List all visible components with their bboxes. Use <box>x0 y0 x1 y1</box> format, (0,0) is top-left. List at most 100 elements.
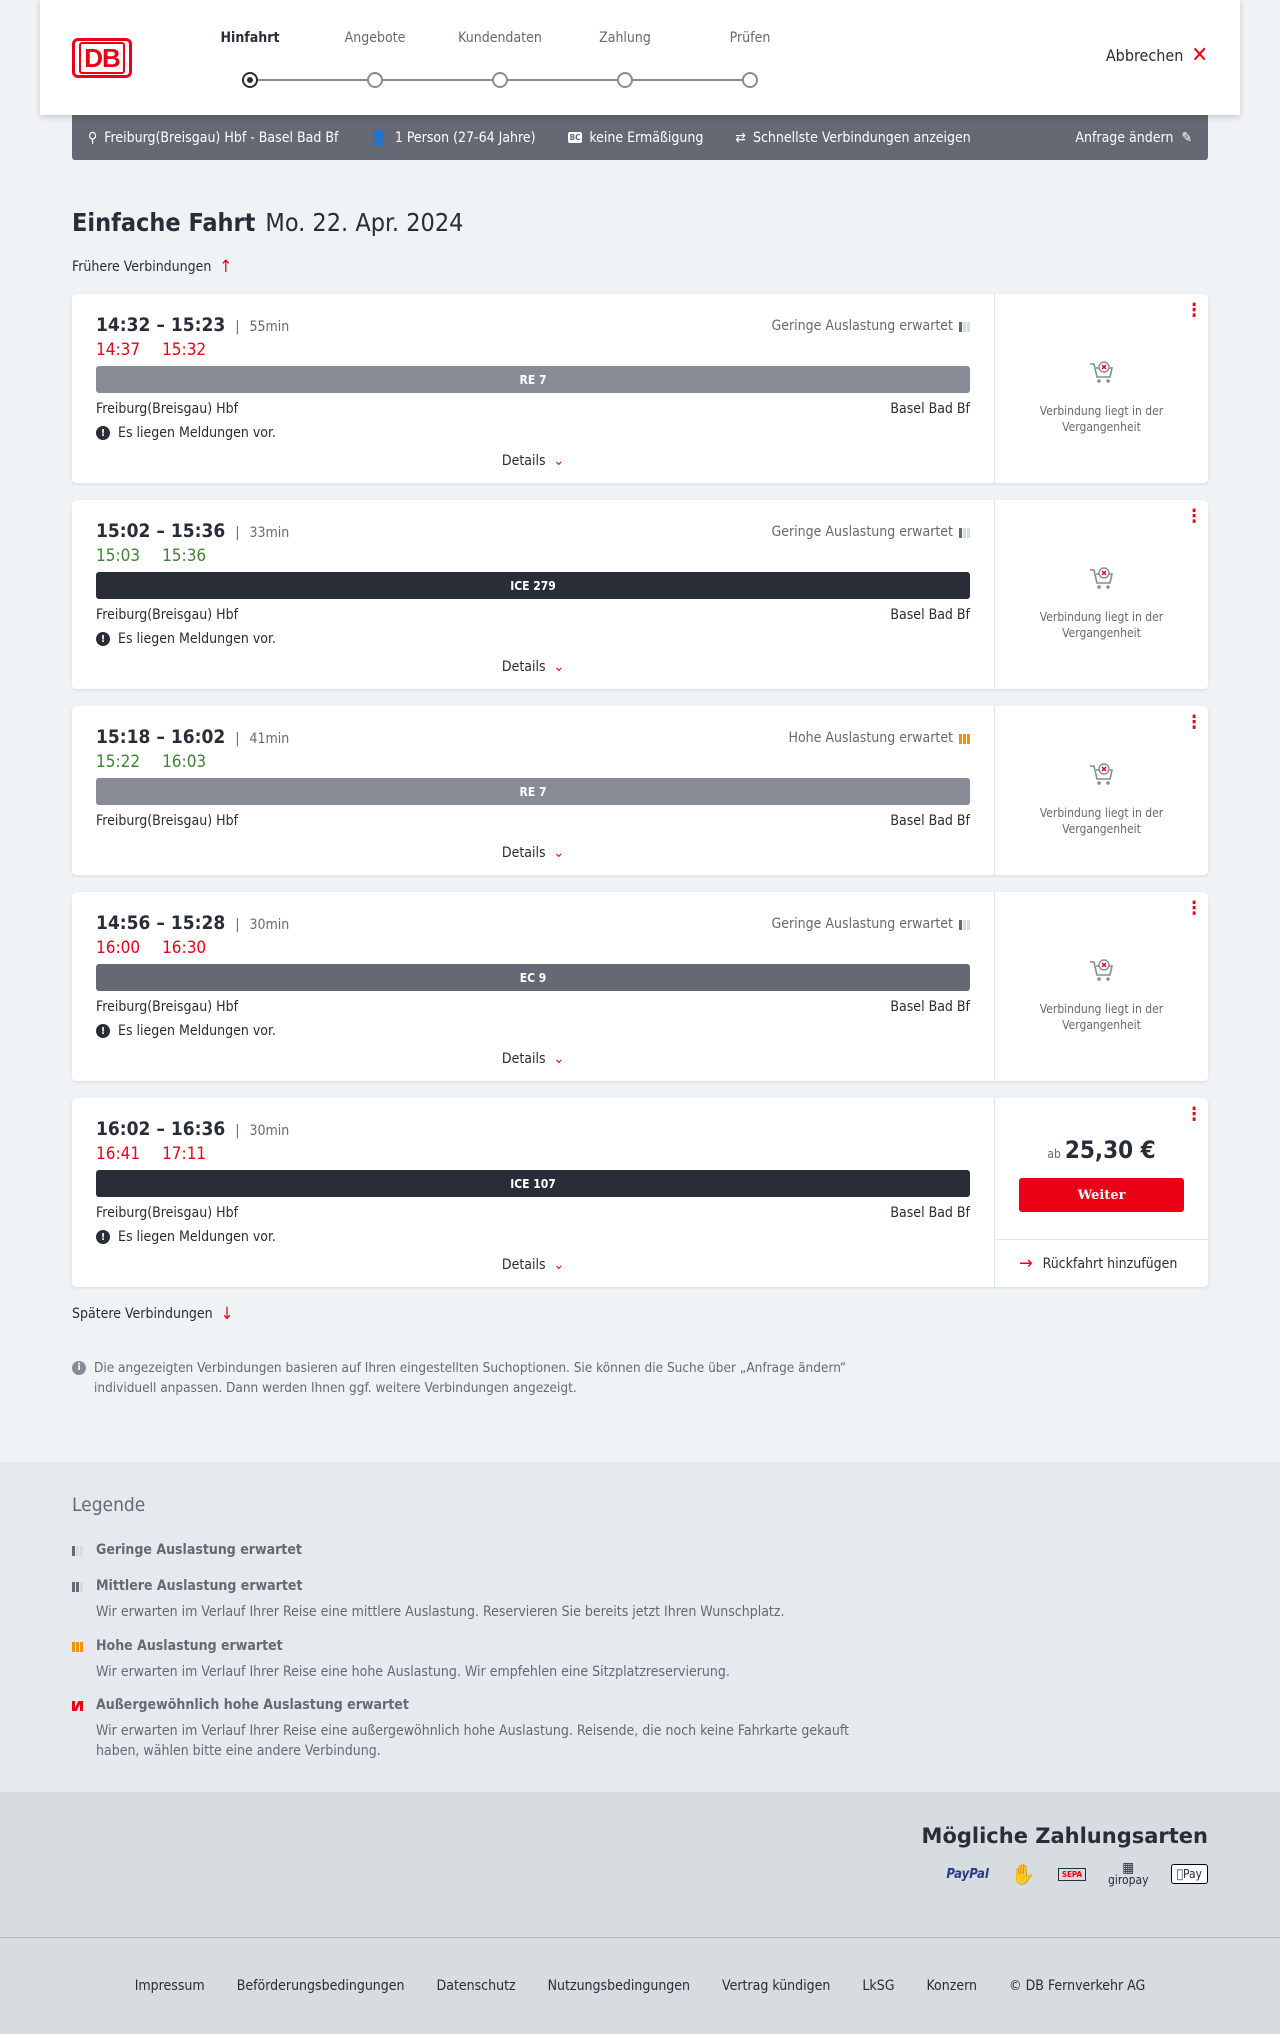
apple-pay-logo: Pay <box>1170 1864 1208 1884</box>
exclamation-icon: ! <box>96 632 110 646</box>
details-toggle[interactable]: Details ⌄ <box>96 845 970 861</box>
message-notice[interactable]: ! Es liegen Meldungen vor. <box>96 1023 970 1039</box>
info-note: i Die angezeigten Verbindungen basieren a… <box>72 1358 852 1398</box>
footer-link-befoerderungsbedingungen[interactable]: Beförderungsbedingungen <box>236 1978 405 1994</box>
departure-station: Freiburg(Breisgau) Hbf <box>96 999 239 1015</box>
details-label: Details <box>501 453 546 469</box>
train-bar[interactable]: EC 9 <box>96 964 970 991</box>
payment-title: Mögliche Zahlungsarten <box>921 1824 1208 1848</box>
cancel-label: Abbrechen <box>1105 46 1184 65</box>
message-notice[interactable]: ! Es liegen Meldungen vor. <box>96 631 970 647</box>
actual-departure: 15:22 <box>96 752 141 772</box>
past-connection-text: Verbindung liegt in der Vergangenheit <box>1039 609 1164 640</box>
connection-card[interactable]: 15:02 – 15:36 | 33min Geringe Auslastung er… <box>72 500 1208 689</box>
load-text: Hohe Auslastung erwartet <box>788 730 954 746</box>
giropay-logo: ▦ giropay <box>1108 1861 1149 1886</box>
footer-link-datenschutz[interactable]: Datenschutz <box>436 1978 516 1994</box>
train-bar[interactable]: ICE 279 <box>96 572 970 599</box>
footer-copyright: © DB Fernverkehr AG <box>1009 1978 1146 1994</box>
more-options-icon[interactable]: ⋮ <box>1186 898 1203 919</box>
close-icon: ✕ <box>1191 42 1208 68</box>
cart-unavailable-icon <box>1088 565 1116 593</box>
footer-link-impressum[interactable]: Impressum <box>134 1978 205 1994</box>
later-connections-link[interactable]: Spätere Verbindungen ↓ <box>72 1304 233 1324</box>
departure-station: Freiburg(Breisgau) Hbf <box>96 607 239 623</box>
planned-time: 14:32 – 15:23 <box>96 314 226 336</box>
earlier-label: Frühere Verbindungen <box>72 259 212 275</box>
trip-date: Mo. 22. Apr. 2024 <box>265 208 464 237</box>
legend-item-medium: Mittlere Auslastung erwartet Wir erwarten… <box>72 1578 872 1622</box>
more-options-icon[interactable]: ⋮ <box>1186 300 1203 321</box>
arrival-station: Basel Bad Bf <box>890 401 970 417</box>
message-notice[interactable]: ! Es liegen Meldungen vor. <box>96 1229 970 1245</box>
connection-card[interactable]: 15:18 – 16:02 | 41min Hohe Auslastung erwar… <box>72 706 1208 875</box>
legend-item-text: Wir erwarten im Verlauf Ihrer Reise eine… <box>96 1723 849 1759</box>
actual-arrival: 15:36 <box>162 546 207 566</box>
offer-panel: ⋮ ab 25,30 € Weiter → Rückfahrt hinzufügen <box>994 1098 1208 1287</box>
footer-link-vertrag-kuendigen[interactable]: Vertrag kündigen <box>722 1978 831 1994</box>
details-label: Details <box>501 845 546 861</box>
more-options-icon[interactable]: ⋮ <box>1186 712 1203 733</box>
past-connection-text: Verbindung liegt in der Vergangenheit <box>1039 1001 1164 1032</box>
details-toggle[interactable]: Details ⌄ <box>96 1051 970 1067</box>
message-notice[interactable]: ! Es liegen Meldungen vor. <box>96 425 970 441</box>
load-indicator: Hohe Auslastung erwartet <box>788 730 970 746</box>
continue-button[interactable]: Weiter <box>1019 1178 1184 1212</box>
passenger-info: 👤 1 Person (27-64 Jahre) <box>370 130 535 146</box>
price-value: 25,30 € <box>1064 1136 1156 1164</box>
load-icon <box>959 320 970 332</box>
step-kundendaten: Kundendaten <box>458 30 542 46</box>
offer-panel: ⋮ Verbindung liegt in der Vergangenheit <box>994 892 1208 1081</box>
actual-arrival: 15:32 <box>162 340 207 360</box>
train-bar[interactable]: RE 7 <box>96 778 970 805</box>
details-toggle[interactable]: Details ⌄ <box>96 659 970 675</box>
cancel-button[interactable]: Abbrechen ✕ <box>1105 42 1208 68</box>
stations: Freiburg(Breisgau) Hbf Basel Bad Bf <box>96 401 970 417</box>
legend-item-title: Geringe Auslastung erwartet <box>96 1542 302 1558</box>
edit-request-button[interactable]: Anfrage ändern ✎ <box>1075 130 1192 146</box>
footer-link-konzern[interactable]: Konzern <box>926 1978 977 1994</box>
departure-station: Freiburg(Breisgau) Hbf <box>96 1205 239 1221</box>
step-pruefen: Prüfen <box>729 30 771 46</box>
connection-card[interactable]: 16:02 – 16:36 | 30min 16:41 17:11 ICE 107 Frei… <box>72 1098 1208 1287</box>
cart-unavailable-icon <box>1088 957 1116 985</box>
add-return-trip-button[interactable]: → Rückfahrt hinzufügen <box>995 1239 1208 1287</box>
location-pin-icon: ⚲ <box>88 129 98 146</box>
step-dot <box>367 72 383 88</box>
details-label: Details <box>501 1051 546 1067</box>
train-bar[interactable]: RE 7 <box>96 366 970 393</box>
duration: 55min <box>249 319 290 335</box>
fastest-text: Schnellste Verbindungen anzeigen <box>752 129 971 146</box>
realtime-times: 16:41 17:11 <box>96 1144 970 1164</box>
load-icon <box>959 526 970 538</box>
footer-link-nutzungsbedingungen[interactable]: Nutzungsbedingungen <box>547 1978 691 1994</box>
details-toggle[interactable]: Details ⌄ <box>96 453 970 469</box>
offer-panel: ⋮ Verbindung liegt in der Vergangenheit <box>994 294 1208 483</box>
footer-link-lksg[interactable]: LkSG <box>862 1978 895 1994</box>
fastest-toggle[interactable]: ⇄ Schnellste Verbindungen anzeigen <box>735 130 970 146</box>
connection-card[interactable]: 14:56 – 15:28 | 30min Geringe Auslastung er… <box>72 892 1208 1081</box>
load-icon <box>959 732 970 744</box>
trip-type: Einfache Fahrt <box>72 208 256 237</box>
apple-pay-label: Pay <box>1183 1867 1202 1881</box>
swap-arrows-icon: ⇄ <box>735 129 746 146</box>
more-options-icon[interactable]: ⋮ <box>1186 1104 1203 1125</box>
legend-item-exceptional: Außergewöhnlich hohe Auslastung erwartet… <box>72 1697 872 1761</box>
connection-card[interactable]: 14:32 – 15:23 | 55min Geringe Auslastung er… <box>72 294 1208 483</box>
earlier-connections-link[interactable]: Frühere Verbindungen ↑ <box>72 257 232 277</box>
planned-times: 15:02 – 15:36 | 33min <box>96 520 970 542</box>
load-indicator: Geringe Auslastung erwartet <box>771 318 970 334</box>
stations: Freiburg(Breisgau) Hbf Basel Bad Bf <box>96 813 970 829</box>
planned-time: 15:18 – 16:02 <box>96 726 226 748</box>
step-dot <box>617 72 633 88</box>
more-options-icon[interactable]: ⋮ <box>1186 506 1203 527</box>
train-bar[interactable]: ICE 107 <box>96 1170 970 1197</box>
passengers-text: 1 Person (27-64 Jahre) <box>394 129 536 146</box>
step-dot <box>492 72 508 88</box>
actual-departure: 14:37 <box>96 340 141 360</box>
payment-section: Mögliche Zahlungsarten PayPal ✋ SEPA ▦ gi… <box>0 1792 1280 1937</box>
details-toggle[interactable]: Details ⌄ <box>96 1257 970 1273</box>
db-logo[interactable]: DB <box>72 38 132 78</box>
offer-panel: ⋮ Verbindung liegt in der Vergangenheit <box>994 500 1208 689</box>
realtime-times: 15:03 15:36 <box>96 546 970 566</box>
